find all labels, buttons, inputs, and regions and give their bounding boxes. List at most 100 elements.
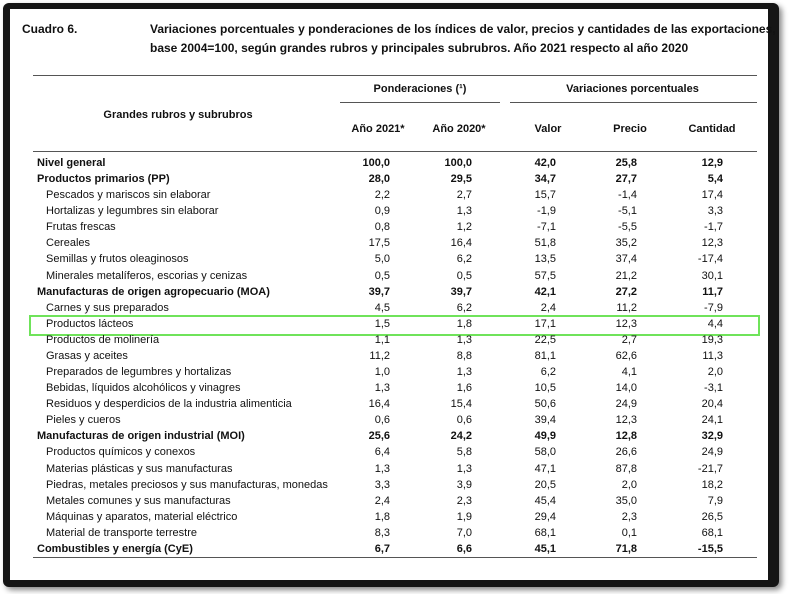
cell: 20,5 [534, 478, 556, 491]
cell: 17,1 [534, 317, 556, 330]
cell: 13,5 [534, 253, 556, 266]
row-label: Productos químicos y conexos [46, 446, 196, 459]
cell: -1,9 [537, 205, 556, 218]
column-group: Ponderaciones (¹) [373, 83, 467, 95]
cell: 39,4 [534, 414, 556, 427]
cell: -5,1 [618, 205, 637, 218]
cell: 17,5 [368, 237, 390, 250]
cell: 39,7 [450, 285, 472, 298]
cell: 35,0 [615, 494, 637, 507]
row-label: Piedras, metales preciosos y sus manufac… [46, 478, 328, 491]
cell: 6,2 [456, 253, 472, 266]
cell: 12,3 [615, 414, 637, 427]
column-header: Precio [613, 123, 647, 135]
group-label: Combustibles y energía (CyE) [37, 542, 193, 555]
cell: 5,8 [456, 446, 472, 459]
cell: 7,0 [456, 526, 472, 539]
cell: 7,9 [707, 494, 723, 507]
group-label: Productos primarios (PP) [37, 173, 170, 186]
cell: 11,2 [369, 349, 390, 362]
cell: 34,7 [534, 173, 556, 186]
cell: 1,3 [456, 462, 472, 475]
cell: 6,4 [374, 446, 390, 459]
cell: 15,7 [534, 189, 556, 202]
cell: 37,4 [615, 253, 637, 266]
cell: 8,3 [374, 526, 390, 539]
cell: 11,2 [616, 301, 637, 314]
cell: 2,0 [707, 366, 723, 379]
cell: 5,4 [707, 173, 723, 186]
cell: 28,0 [368, 173, 390, 186]
cell: 81,1 [534, 349, 556, 362]
column-header: Cantidad [688, 123, 736, 135]
cell: 1,0 [374, 366, 390, 379]
row-label: Materias plásticas y sus manufacturas [46, 462, 233, 475]
row-label: Productos de molinería [46, 333, 160, 346]
title-line: base 2004=100, según grandes rubros y pr… [150, 41, 689, 55]
cell: 1,6 [456, 382, 472, 395]
cell: 71,8 [615, 542, 637, 555]
row-label: Pescados y mariscos sin elaborar [46, 189, 211, 202]
cell: 24,9 [615, 398, 637, 411]
cell: 0,5 [374, 269, 390, 282]
cell: 1,8 [456, 317, 472, 330]
cell: 20,4 [701, 398, 723, 411]
cell: -15,5 [697, 542, 723, 555]
cell: -1,4 [618, 189, 637, 202]
cell: 12,8 [615, 430, 637, 443]
cell: -21,7 [697, 462, 723, 475]
row-label: Frutas frescas [46, 221, 116, 234]
group-label: Manufacturas de origen agropecuario (MOA… [37, 285, 270, 298]
cell: 1,3 [456, 333, 472, 346]
cell: 11,7 [702, 285, 723, 298]
cell: 2,3 [621, 510, 637, 523]
cell: 0,6 [456, 414, 472, 427]
cell: 19,3 [701, 333, 723, 346]
cell: 14,0 [615, 382, 637, 395]
cell: 51,8 [534, 237, 556, 250]
row-label: Pieles y cueros [46, 414, 121, 427]
cell: 27,7 [615, 173, 637, 186]
cell: 12,3 [701, 237, 723, 250]
cell: 3,3 [707, 205, 723, 218]
cell: 2,4 [540, 301, 556, 314]
cell: 50,6 [534, 398, 556, 411]
cell: 2,4 [374, 494, 390, 507]
cell: 16,4 [368, 398, 390, 411]
rule [33, 557, 757, 558]
cell: 25,6 [368, 430, 390, 443]
panel [10, 9, 768, 580]
cell: 11,3 [702, 349, 723, 362]
cell: 1,1 [374, 333, 390, 346]
cell: 58,0 [534, 446, 556, 459]
cell: -17,4 [697, 253, 723, 266]
cell: 8,8 [456, 349, 472, 362]
cell: -7,9 [704, 301, 723, 314]
cell: 0,1 [621, 526, 637, 539]
cell: 1,3 [456, 205, 472, 218]
cell: 24,9 [701, 446, 723, 459]
cell: 2,0 [621, 478, 637, 491]
cell: 12,9 [701, 157, 723, 169]
cell: -3,1 [704, 382, 723, 395]
cell: 6,2 [540, 366, 556, 379]
cell: 17,4 [701, 189, 723, 202]
row-label: Bebidas, líquidos alcohólicos y vinagres [46, 382, 241, 395]
cell: -7,1 [537, 221, 556, 234]
cell: 2,3 [456, 494, 472, 507]
row-label: Minerales metalíferos, escorias y ceniza… [46, 269, 248, 282]
cell: 3,9 [456, 478, 472, 491]
column-header: Año 2020* [432, 123, 486, 135]
cell: 47,1 [534, 462, 556, 475]
row-label: Máquinas y aparatos, material eléctrico [46, 510, 238, 523]
cell: 2,2 [374, 189, 390, 202]
cell: 42,1 [534, 285, 556, 298]
cell: 27,2 [615, 285, 637, 298]
highlight-box [29, 315, 760, 336]
cell: 68,1 [534, 526, 556, 539]
cell: 62,6 [615, 349, 637, 362]
cell: 5,0 [374, 253, 390, 266]
table-number: Cuadro 6. [22, 22, 78, 36]
cell: 10,5 [534, 382, 556, 395]
